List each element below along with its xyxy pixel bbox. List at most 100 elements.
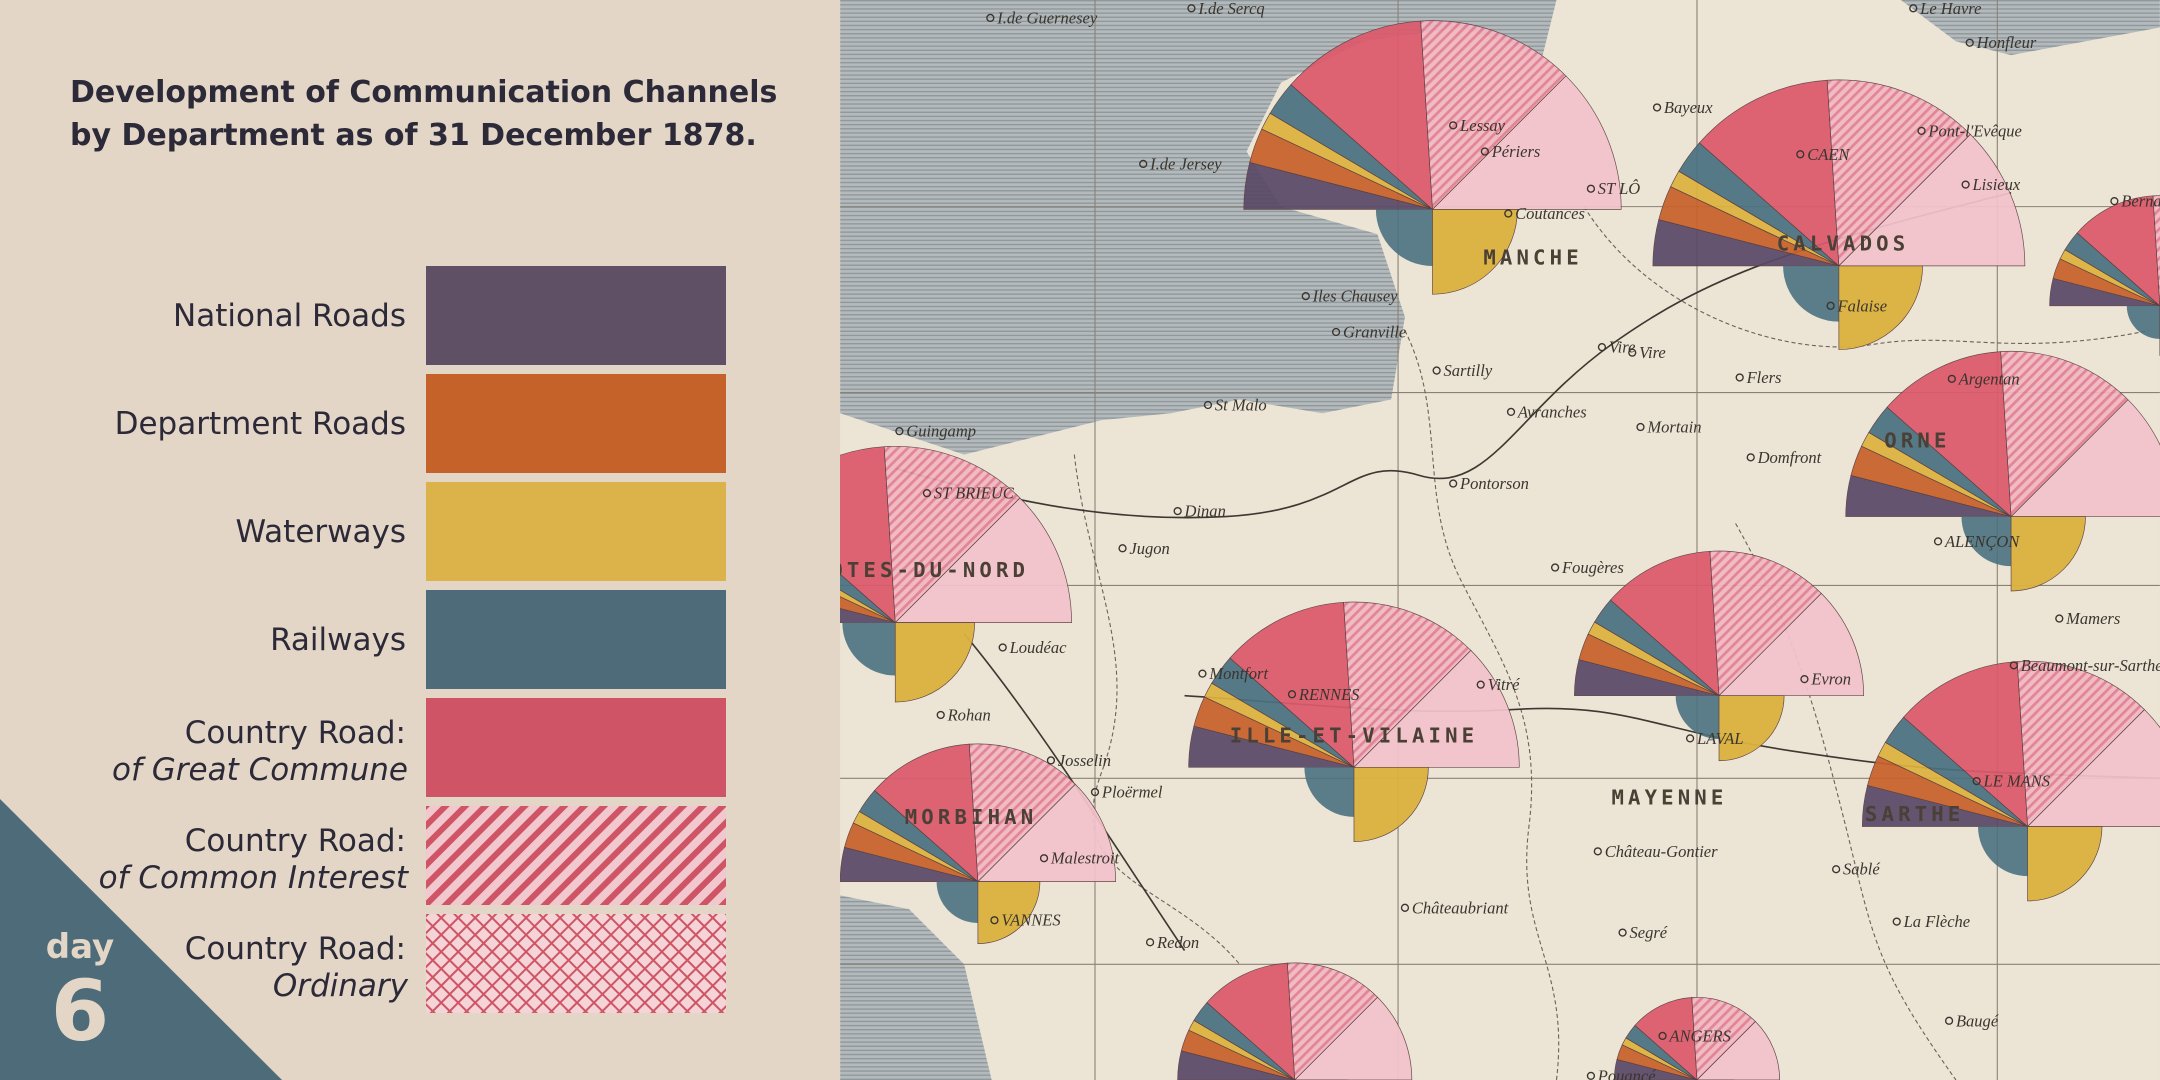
place-name: I.de Sercq (1197, 0, 1264, 18)
town-marker (1046, 756, 1056, 765)
legend-swatch (426, 482, 726, 581)
town-marker (1618, 928, 1627, 937)
place-name: Segré (1629, 923, 1667, 942)
pie-quarter (1675, 695, 1720, 740)
pie-wedge (1610, 550, 1720, 697)
pie-wedge (1634, 997, 1698, 1080)
place-name: RENNES (1298, 685, 1360, 704)
pie-wedge (1290, 20, 1433, 211)
pie-wedge (1696, 1021, 1780, 1080)
legend-swatch (426, 698, 726, 797)
sea (1900, 0, 2160, 56)
place-name: VANNES (1001, 911, 1060, 930)
place-name: Iles Chausey (1312, 287, 1399, 306)
pie-wedge (840, 446, 896, 624)
pie-quarter (1978, 826, 2028, 877)
legend-label: Waterways (236, 514, 407, 550)
place-name: Château-Gontier (1605, 842, 1718, 861)
town-marker (2055, 614, 2064, 623)
place-name: Châteaubriant (1412, 898, 1509, 917)
town-marker (998, 643, 1007, 652)
department-name: ORNE (1884, 429, 1950, 453)
town-marker (1506, 407, 1516, 417)
place-name: Evron (1810, 670, 1851, 689)
town-marker (1586, 1071, 1596, 1080)
department-name: ILLE-ET-VILAINE (1230, 724, 1479, 748)
town-marker (1449, 121, 1458, 130)
town-marker (1933, 537, 1943, 546)
place-name: Sartilly (1444, 361, 1493, 380)
pie-quarter (1353, 766, 1429, 843)
legend-label: Country Road: (185, 823, 406, 859)
pie-wedge (894, 497, 1072, 623)
town-marker (1685, 734, 1695, 743)
pie-wedge (1229, 601, 1355, 769)
pie-wedge (1294, 996, 1413, 1080)
sea (840, 895, 992, 1080)
town-marker (1597, 343, 1607, 352)
pie-wedge (1431, 75, 1622, 210)
town-marker (1636, 422, 1645, 432)
town-marker (1187, 4, 1196, 13)
town-marker (1831, 865, 1841, 874)
pie-wedge (1353, 649, 1520, 768)
pie-wedge (1691, 997, 1756, 1080)
pie-wedge (883, 445, 1021, 624)
pie-quarter (936, 881, 978, 923)
legend-sublabel: of Common Interest (99, 860, 410, 896)
place-name: Falaise (1837, 296, 1888, 315)
place-name: CAEN (1807, 145, 1850, 164)
pie-quarter (1304, 767, 1354, 817)
town-marker (1944, 1016, 1954, 1025)
place-name: Le Havre (1919, 0, 1981, 18)
town-marker (1090, 787, 1100, 797)
pies (840, 20, 2160, 1080)
pie-wedge (1903, 661, 2028, 828)
pie-wedge (2026, 709, 2160, 827)
pie-wedge (1206, 962, 1296, 1080)
legend-sublabel: of Great Commune (112, 752, 408, 788)
map: MANCHE CALVADOS ORNE MAYENNE SARTHE ILLE-ET-V… (840, 0, 2160, 1080)
place-name: ANGERS (1668, 1026, 1730, 1045)
legend-swatch (426, 590, 726, 689)
town-marker (1039, 854, 1049, 863)
town-marker (1400, 903, 1410, 912)
pie-wedge (1718, 592, 1865, 697)
town-marker (1432, 366, 1441, 375)
department-name: CALVADOS (1777, 232, 1910, 256)
town-marker (1287, 690, 1297, 699)
legend-sublabel: Ordinary (273, 968, 409, 1004)
place-name: Malestroit (1050, 849, 1120, 868)
place-name: Granville (1343, 323, 1406, 342)
legend-swatch (426, 914, 726, 1013)
legend-label: Country Road: (185, 931, 406, 967)
town-marker (1550, 563, 1560, 572)
town-marker (1203, 400, 1213, 410)
pie-wedge (1698, 79, 1840, 267)
place-name: Pouancé (1597, 1066, 1656, 1080)
town-marker (1917, 126, 1926, 135)
pie-quarter (977, 881, 1041, 944)
place-name: Pontorson (1459, 474, 1529, 493)
pie-wedge (2016, 660, 2145, 828)
town-marker (1796, 150, 1805, 159)
town-marker (1301, 292, 1310, 301)
place-name: Jugon (1129, 539, 1169, 558)
town-marker (1892, 917, 1901, 926)
town-marker (990, 916, 999, 925)
legend-panel: Development of Communication Channels by… (0, 75, 777, 1080)
town-marker (1826, 301, 1835, 310)
legend-label: National Roads (173, 298, 406, 334)
legend-label: Railways (270, 622, 406, 658)
town-marker (1735, 373, 1744, 382)
place-name: Honfleur (1976, 33, 2037, 52)
town-marker (895, 427, 904, 436)
town-marker (1331, 327, 1341, 337)
place-name: Josselin (1058, 751, 1111, 770)
town-marker (1658, 1031, 1667, 1041)
town-marker (1965, 38, 1974, 47)
pie-wedge (874, 743, 979, 883)
badge-number: 6 (51, 962, 109, 1060)
place-name: Dinan (1184, 502, 1226, 521)
